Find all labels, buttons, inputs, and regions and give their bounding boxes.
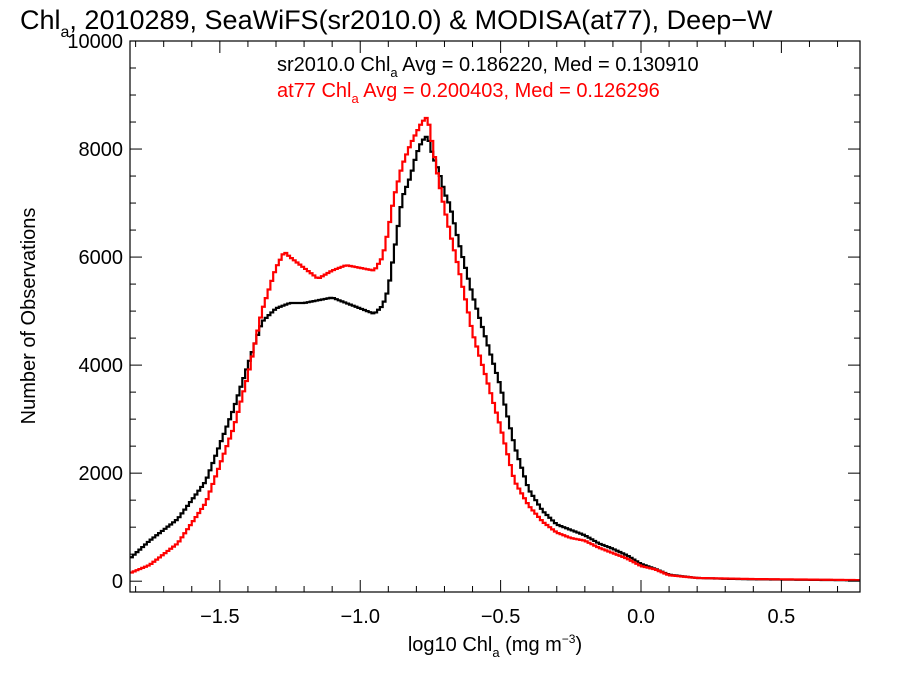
x-tick-label: −1.5 [200,606,239,628]
plot-frame [129,40,861,593]
y-tick-label: 4000 [79,355,124,377]
annotation-at77: at77 Chla Avg = 0.200403, Med = 0.126296 [277,80,660,106]
ticks-layer: −1.5 −1.0 −0.5 0.0 0.5 0 2000 4000 6000 8000 10000 [67,31,860,628]
y-tick-label: 2000 [79,463,124,485]
annotation-sr2010-sub: a [390,65,398,80]
title-sub: a [61,24,70,41]
y-tick-label: 6000 [79,247,124,269]
x-tick-label: −1.0 [340,606,379,628]
annotation-sr2010-post: Avg = 0.186220, Med = 0.130910 [398,54,699,76]
y-axis-label: Number of Observations [18,208,40,425]
annotation-sr2010-pre: sr2010.0 Chl [277,54,390,76]
x-axis-label: log10 Chla (mg m−3) [408,632,582,660]
annotation-sr2010: sr2010.0 Chla Avg = 0.186220, Med = 0.13… [277,54,699,80]
annotation-at77-post: Avg = 0.200403, Med = 0.126296 [359,80,660,102]
y-tick-label: 10000 [67,31,123,53]
y-tick-label: 0 [112,571,123,593]
series-layer [130,116,860,582]
xlabel-sup: −3 [562,632,576,646]
annotation-at77-pre: at77 Chl [277,80,352,102]
annotation-at77-sub: a [352,91,360,106]
title-pre: Chl [20,5,61,35]
xlabel-end: ) [575,634,582,656]
xlabel-sub: a [492,645,500,660]
xlabel-post: (mg m [500,634,562,656]
xlabel-pre: log10 Chl [408,634,493,656]
x-tick-label: 0.5 [767,606,795,628]
series-line-1 [130,116,860,582]
x-tick-label: −0.5 [481,606,520,628]
x-tick-label: 0.0 [627,606,655,628]
y-tick-label: 8000 [79,139,124,161]
title-post: , 2010289, SeaWiFS(sr2010.0) & MODISA(at… [69,5,773,35]
series-line-0 [130,135,860,582]
chart-title: Chla, 2010289, SeaWiFS(sr2010.0) & MODIS… [20,5,773,41]
